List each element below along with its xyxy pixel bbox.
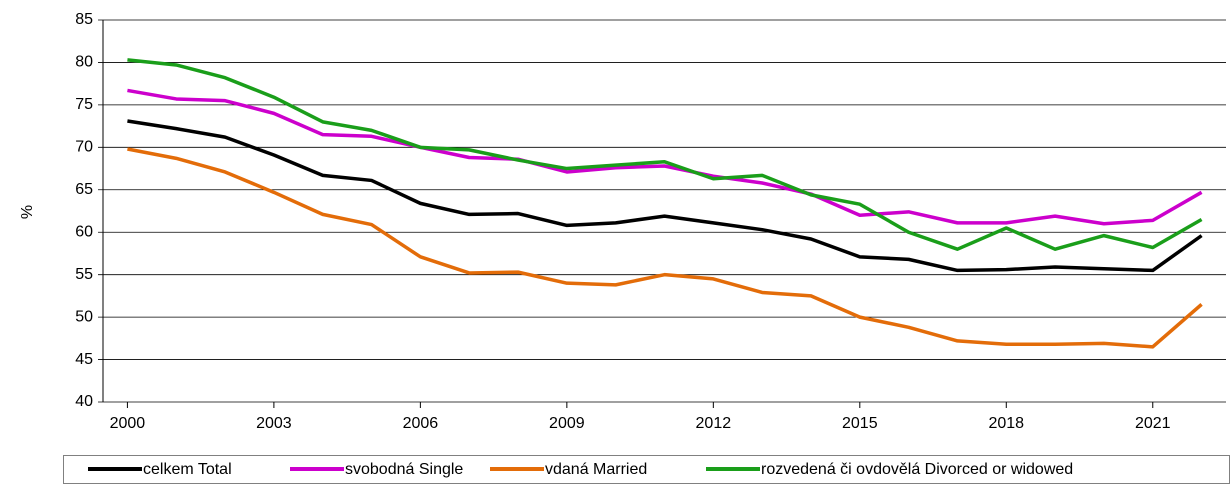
legend-label: vdaná Married [545, 461, 647, 478]
y-tick-label: 50 [75, 308, 93, 325]
y-tick-label: 85 [75, 11, 93, 28]
x-tick-label: 2012 [696, 415, 732, 432]
line-series [127, 119, 1203, 273]
y-tick-label: 45 [75, 351, 93, 368]
y-tick-label: 40 [75, 393, 93, 410]
y-tick-label: 65 [75, 181, 93, 198]
y-axis-label: % [19, 205, 36, 219]
x-tick-label: 2015 [842, 415, 878, 432]
x-tick-label: 2021 [1135, 415, 1171, 432]
y-tick-label: 55 [75, 266, 93, 283]
y-tick-label: 60 [75, 223, 93, 240]
legend-label: celkem Total [143, 461, 232, 478]
legend-label: svobodná Single [345, 461, 463, 478]
x-tick-label: 2018 [988, 415, 1024, 432]
legend-label: rozvedená či ovdovělá Divorced or widowe… [761, 461, 1073, 478]
line-series [127, 58, 1203, 251]
x-tick-label: 2009 [549, 415, 585, 432]
y-tick-label: 80 [75, 54, 93, 71]
line-series [127, 88, 1203, 226]
y-tick-label: 70 [75, 139, 93, 156]
x-tick-label: 2000 [110, 415, 146, 432]
x-tick-label: 2003 [256, 415, 292, 432]
x-tick-label: 2006 [403, 415, 439, 432]
y-tick-label: 75 [75, 96, 93, 113]
line-series [127, 147, 1203, 349]
